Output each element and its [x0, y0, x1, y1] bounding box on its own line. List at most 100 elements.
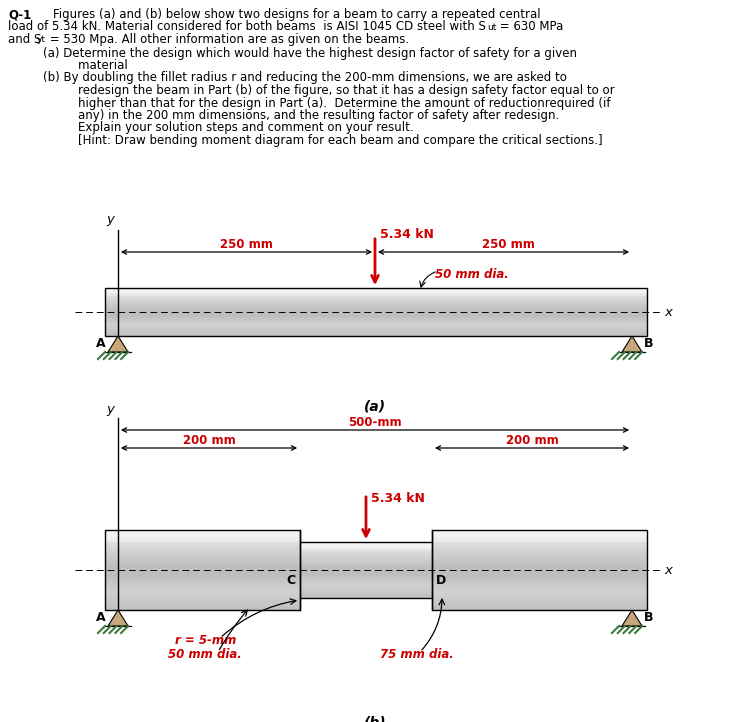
Polygon shape: [300, 575, 432, 578]
Polygon shape: [432, 530, 647, 533]
Polygon shape: [300, 578, 432, 579]
Polygon shape: [432, 549, 647, 552]
Text: 200 mm: 200 mm: [182, 434, 235, 447]
Polygon shape: [105, 291, 647, 293]
Text: B: B: [644, 337, 653, 350]
Text: = 530 Mpa. All other information are as given on the beams.: = 530 Mpa. All other information are as …: [46, 33, 409, 46]
Text: 250 mm: 250 mm: [220, 238, 273, 251]
Polygon shape: [105, 309, 647, 310]
Polygon shape: [105, 299, 647, 301]
Polygon shape: [432, 538, 647, 541]
Polygon shape: [300, 549, 432, 552]
Polygon shape: [432, 570, 647, 573]
Polygon shape: [432, 607, 647, 610]
Polygon shape: [432, 602, 647, 604]
Text: 5.34 kN: 5.34 kN: [380, 228, 434, 241]
Text: (a): (a): [364, 400, 386, 414]
Polygon shape: [432, 580, 647, 583]
Polygon shape: [300, 552, 432, 553]
Polygon shape: [300, 555, 432, 557]
Text: x: x: [664, 305, 672, 318]
Polygon shape: [105, 316, 647, 317]
Polygon shape: [105, 544, 300, 546]
Text: 50 mm dia.: 50 mm dia.: [435, 268, 509, 281]
Polygon shape: [300, 544, 432, 546]
Polygon shape: [105, 326, 647, 328]
Polygon shape: [105, 310, 647, 312]
Text: y: y: [106, 403, 114, 416]
Polygon shape: [105, 328, 647, 330]
Text: 75 mm dia.: 75 mm dia.: [380, 648, 453, 661]
Polygon shape: [432, 586, 647, 588]
Polygon shape: [300, 587, 432, 588]
Polygon shape: [300, 583, 432, 585]
Text: 500-mm: 500-mm: [348, 416, 402, 429]
Polygon shape: [300, 592, 432, 594]
Polygon shape: [300, 542, 432, 544]
Polygon shape: [300, 594, 432, 596]
Polygon shape: [300, 557, 432, 559]
Text: [Hint: Draw bending moment diagram for each beam and compare the critical sectio: [Hint: Draw bending moment diagram for e…: [48, 134, 603, 147]
Text: A: A: [96, 611, 106, 624]
Polygon shape: [105, 533, 300, 535]
Polygon shape: [105, 323, 647, 325]
Text: any) in the 200 mm dimensions, and the resulting factor of safety after redesign: any) in the 200 mm dimensions, and the r…: [48, 109, 559, 122]
Polygon shape: [300, 572, 432, 574]
Polygon shape: [105, 303, 647, 304]
Text: 200 mm: 200 mm: [506, 434, 559, 447]
Polygon shape: [105, 333, 647, 334]
Polygon shape: [105, 288, 647, 290]
Text: 50 mm dia.: 50 mm dia.: [168, 648, 242, 661]
Text: (b): (b): [364, 715, 387, 722]
Polygon shape: [432, 573, 647, 575]
Polygon shape: [105, 541, 300, 544]
Polygon shape: [432, 599, 647, 602]
Polygon shape: [105, 588, 300, 591]
Polygon shape: [105, 293, 647, 295]
Text: A: A: [96, 337, 106, 350]
Text: Q-1: Q-1: [8, 8, 32, 21]
Polygon shape: [622, 610, 642, 626]
Polygon shape: [105, 552, 300, 554]
Polygon shape: [300, 546, 432, 547]
Polygon shape: [300, 566, 432, 568]
Polygon shape: [432, 535, 647, 538]
Polygon shape: [300, 565, 432, 566]
Polygon shape: [105, 580, 300, 583]
Text: Figures (a) and (b) below show two designs for a beam to carry a repeated centra: Figures (a) and (b) below show two desig…: [38, 8, 541, 21]
Text: redesign the beam in Part (b) of the figure, so that it has a design safety fact: redesign the beam in Part (b) of the fig…: [48, 84, 614, 97]
Polygon shape: [432, 541, 647, 544]
Polygon shape: [105, 591, 300, 594]
Polygon shape: [300, 585, 432, 587]
Polygon shape: [105, 583, 300, 586]
Polygon shape: [105, 312, 647, 313]
Polygon shape: [105, 573, 300, 575]
Polygon shape: [300, 559, 432, 561]
Text: x: x: [664, 563, 672, 576]
Polygon shape: [105, 560, 300, 562]
Polygon shape: [105, 331, 647, 333]
Polygon shape: [432, 591, 647, 594]
Text: r = 5-mm: r = 5-mm: [175, 634, 237, 647]
Polygon shape: [300, 568, 432, 570]
Polygon shape: [105, 313, 647, 316]
Polygon shape: [105, 586, 300, 588]
Text: material: material: [48, 59, 128, 72]
Polygon shape: [300, 596, 432, 598]
Polygon shape: [300, 562, 432, 565]
Text: (b) By doubling the fillet radius r and reducing the 200-mm dimensions, we are a: (b) By doubling the fillet radius r and …: [28, 71, 567, 84]
Polygon shape: [105, 557, 300, 560]
Polygon shape: [432, 583, 647, 586]
Polygon shape: [105, 554, 300, 557]
Polygon shape: [300, 581, 432, 583]
Polygon shape: [105, 530, 300, 533]
Text: B: B: [644, 611, 653, 624]
Polygon shape: [300, 574, 432, 575]
Polygon shape: [432, 552, 647, 554]
Text: yt: yt: [37, 35, 46, 45]
Polygon shape: [105, 325, 647, 326]
Text: D: D: [436, 574, 446, 587]
Polygon shape: [300, 591, 432, 592]
Polygon shape: [432, 562, 647, 565]
Polygon shape: [105, 304, 647, 305]
